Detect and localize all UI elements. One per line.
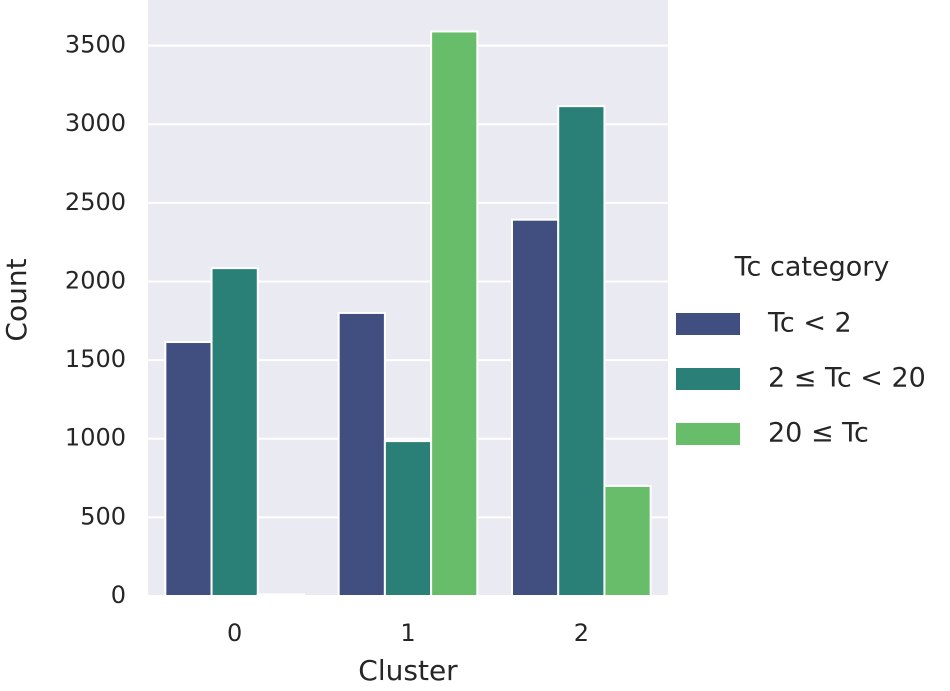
y-tick-label: 1500: [65, 345, 126, 373]
x-tick-label: 1: [400, 619, 415, 647]
legend-swatch: [676, 423, 740, 445]
bar: [603, 484, 652, 597]
bar: [430, 30, 479, 598]
y-axis-label: Count: [0, 258, 33, 341]
x-tick-label: 2: [574, 619, 589, 647]
y-tick-label: 1000: [65, 424, 126, 452]
y-tick-label: 500: [80, 502, 126, 530]
legend-swatch: [676, 368, 740, 390]
legend-title: Tc category: [734, 252, 890, 283]
x-tick-label: 0: [227, 619, 242, 647]
legend-label: 2 ≤ Tc < 20: [768, 363, 926, 394]
bar: [383, 440, 433, 597]
bar: [557, 105, 606, 597]
y-tick-label: 3500: [65, 31, 126, 59]
bar: [337, 311, 386, 597]
bar: [164, 341, 213, 598]
legend-swatch: [676, 313, 740, 335]
y-tick-label: 3000: [65, 109, 126, 137]
y-tick-label: 2000: [65, 266, 126, 294]
bar: [256, 593, 305, 597]
legend-label: 20 ≤ Tc: [768, 418, 869, 449]
bar: [511, 218, 560, 597]
x-axis-label: Cluster: [358, 654, 458, 687]
y-tick-label: 0: [111, 581, 126, 609]
legend-label: Tc < 2: [767, 308, 852, 339]
y-tick-label: 2500: [65, 188, 126, 216]
bar: [210, 267, 259, 597]
